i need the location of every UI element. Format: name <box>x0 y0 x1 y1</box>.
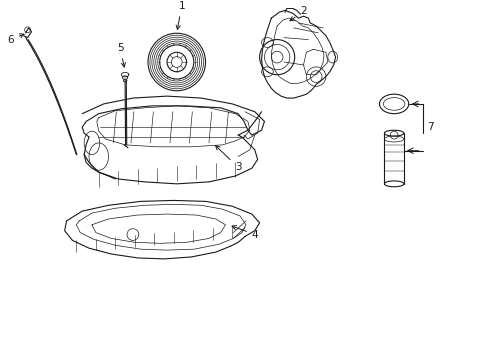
Text: 4: 4 <box>232 226 258 239</box>
Text: 5: 5 <box>117 43 125 67</box>
Text: 1: 1 <box>176 1 184 30</box>
Text: 7: 7 <box>427 122 433 132</box>
Text: 3: 3 <box>215 145 241 172</box>
Text: 2: 2 <box>289 6 306 21</box>
Text: 6: 6 <box>7 34 24 45</box>
